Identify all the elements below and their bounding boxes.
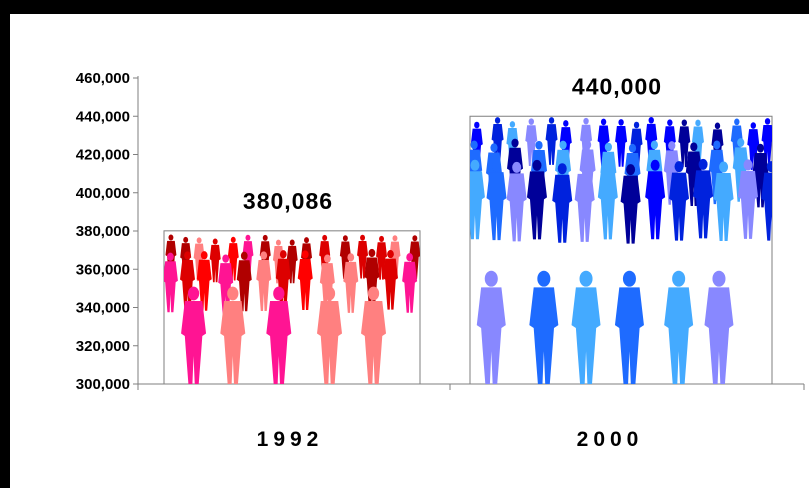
- bar-crowd-fill: [164, 234, 420, 384]
- person-silhouette: [678, 119, 691, 168]
- person-silhouette: [597, 159, 618, 240]
- person-silhouette: [402, 253, 418, 313]
- person-silhouette: [266, 286, 292, 384]
- person-silhouette: [615, 119, 628, 167]
- person-silhouette: [317, 286, 343, 384]
- bar-1992: [163, 230, 421, 385]
- bars: [163, 115, 773, 385]
- labels: 380,086 1992 440,000 2000: [243, 73, 662, 451]
- person-silhouette: [614, 270, 644, 384]
- person-silhouette: [209, 238, 221, 283]
- y-tick-label: 380,000: [76, 223, 130, 240]
- person-silhouette: [361, 286, 387, 384]
- person-silhouette: [470, 159, 485, 240]
- y-tick-label: 460,000: [76, 70, 130, 87]
- person-silhouette: [343, 253, 359, 313]
- bar-chart: 300,000 320,000 340,000 360,000 380,000 400,0…: [76, 70, 805, 451]
- person-silhouette: [476, 270, 506, 384]
- person-silhouette: [704, 270, 734, 384]
- person-silhouette: [506, 161, 527, 242]
- person-silhouette: [571, 270, 601, 384]
- category-label: 2000: [577, 428, 644, 451]
- person-silhouette: [297, 250, 313, 310]
- data-label: 440,000: [572, 73, 662, 99]
- person-silhouette: [664, 270, 694, 384]
- person-silhouette: [196, 251, 212, 311]
- y-axis: 300,000 320,000 340,000 360,000 380,000 400,0…: [76, 70, 805, 393]
- person-silhouette: [761, 161, 772, 241]
- chart-panel: 300,000 320,000 340,000 360,000 380,000 400,0…: [10, 14, 809, 488]
- person-silhouette: [713, 161, 734, 241]
- person-silhouette: [693, 158, 714, 239]
- y-tick-label: 340,000: [76, 300, 130, 317]
- person-silhouette: [645, 159, 666, 240]
- person-silhouette: [620, 164, 641, 244]
- y-tick-label: 420,000: [76, 147, 130, 164]
- y-tick-label: 440,000: [76, 108, 130, 125]
- person-silhouette: [669, 161, 690, 241]
- person-silhouette: [181, 286, 207, 384]
- person-silhouette: [552, 163, 573, 243]
- category-label: 1992: [257, 428, 324, 451]
- person-silhouette: [526, 159, 547, 240]
- bar-2000: [469, 115, 773, 385]
- y-tick-label: 400,000: [76, 185, 130, 202]
- person-silhouette: [529, 270, 559, 384]
- person-silhouette: [236, 251, 252, 312]
- y-tick-label: 320,000: [76, 338, 130, 355]
- person-silhouette: [256, 251, 272, 312]
- person-silhouette: [761, 118, 772, 166]
- y-tick-label: 360,000: [76, 261, 130, 278]
- data-label: 380,086: [243, 188, 333, 214]
- person-silhouette: [738, 159, 759, 239]
- y-tick-label: 300,000: [76, 376, 130, 393]
- bar-crowd-fill: [470, 116, 772, 384]
- person-silhouette: [574, 162, 595, 242]
- person-silhouette: [545, 117, 558, 165]
- person-silhouette: [164, 252, 178, 313]
- person-silhouette: [220, 286, 246, 384]
- person-silhouette: [382, 250, 398, 310]
- person-silhouette: [486, 160, 507, 241]
- person-silhouette: [357, 234, 369, 279]
